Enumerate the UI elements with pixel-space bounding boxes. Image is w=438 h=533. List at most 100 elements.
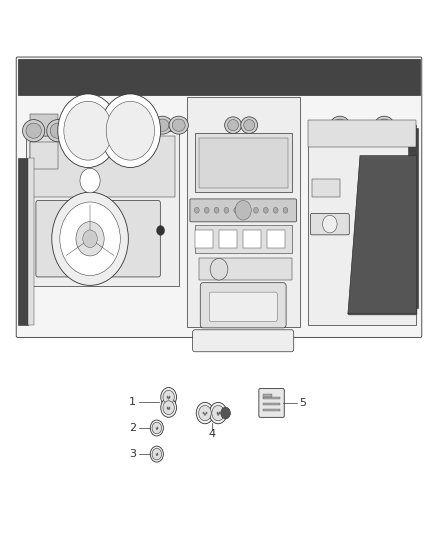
Bar [155, 427, 156, 429]
Circle shape [156, 454, 158, 456]
Bar [199, 138, 287, 188]
Bar [219, 230, 237, 248]
Ellipse shape [153, 116, 172, 134]
Circle shape [152, 422, 162, 434]
Circle shape [80, 168, 100, 193]
Circle shape [273, 207, 278, 213]
Ellipse shape [241, 117, 258, 133]
Bar [157, 453, 158, 455]
Circle shape [60, 202, 120, 276]
Ellipse shape [244, 119, 254, 131]
Circle shape [150, 446, 163, 462]
Bar [30, 136, 175, 197]
Circle shape [322, 215, 337, 233]
Circle shape [168, 408, 170, 410]
Circle shape [263, 207, 268, 213]
Bar [195, 230, 213, 248]
Text: 4: 4 [208, 430, 215, 439]
Bar [199, 258, 292, 280]
Circle shape [214, 207, 219, 213]
Ellipse shape [378, 119, 391, 131]
Circle shape [156, 225, 165, 236]
Circle shape [83, 230, 97, 248]
Bar [195, 225, 292, 253]
FancyBboxPatch shape [259, 389, 284, 417]
Circle shape [210, 259, 228, 280]
Bar [243, 230, 261, 248]
Bar [18, 59, 420, 95]
Bar [205, 412, 207, 414]
Ellipse shape [330, 116, 350, 134]
Text: 3: 3 [129, 449, 136, 459]
Text: 2: 2 [129, 423, 136, 433]
Ellipse shape [50, 123, 65, 138]
Bar [18, 158, 28, 325]
Bar [195, 133, 292, 192]
Bar [167, 396, 168, 398]
Circle shape [64, 101, 112, 160]
Ellipse shape [172, 119, 185, 131]
Circle shape [224, 207, 229, 213]
Ellipse shape [333, 119, 346, 131]
Ellipse shape [398, 121, 414, 140]
Circle shape [150, 420, 163, 436]
Bar [203, 412, 205, 414]
Circle shape [52, 192, 128, 285]
Circle shape [283, 207, 288, 213]
Circle shape [58, 94, 118, 167]
Bar [169, 396, 170, 398]
Circle shape [194, 207, 199, 213]
Bar [216, 412, 218, 414]
Bar [30, 142, 58, 169]
Polygon shape [348, 156, 417, 313]
Bar [408, 128, 418, 308]
Ellipse shape [23, 119, 45, 142]
FancyBboxPatch shape [190, 199, 297, 222]
Ellipse shape [225, 117, 242, 133]
Circle shape [244, 207, 248, 213]
Bar [157, 427, 158, 429]
Circle shape [163, 401, 174, 415]
Ellipse shape [228, 119, 239, 131]
Bar [167, 407, 168, 409]
Circle shape [254, 207, 258, 213]
Bar [219, 412, 220, 414]
Circle shape [196, 402, 214, 424]
Circle shape [76, 222, 104, 256]
Circle shape [156, 428, 158, 430]
Bar [263, 409, 280, 411]
Bar [187, 98, 300, 327]
FancyBboxPatch shape [193, 330, 294, 352]
FancyBboxPatch shape [16, 57, 422, 337]
Ellipse shape [374, 116, 394, 134]
Circle shape [168, 397, 170, 399]
Circle shape [100, 94, 161, 167]
Circle shape [161, 398, 177, 417]
Bar [267, 230, 286, 248]
Ellipse shape [26, 123, 41, 138]
Circle shape [217, 413, 219, 415]
Circle shape [152, 448, 162, 460]
Bar [307, 125, 417, 325]
Circle shape [209, 402, 227, 424]
Bar [307, 119, 417, 147]
Ellipse shape [47, 119, 69, 142]
Circle shape [161, 387, 177, 407]
Circle shape [163, 390, 174, 404]
Text: 1: 1 [129, 398, 136, 407]
Circle shape [234, 207, 239, 213]
Circle shape [199, 406, 211, 421]
Bar [25, 131, 179, 286]
Circle shape [212, 406, 224, 421]
Bar [30, 114, 58, 136]
Ellipse shape [169, 116, 188, 134]
Circle shape [106, 101, 155, 160]
Bar [155, 453, 156, 455]
Circle shape [204, 413, 206, 415]
Bar [169, 407, 170, 409]
FancyBboxPatch shape [200, 282, 286, 328]
Circle shape [235, 200, 251, 220]
Bar [312, 179, 340, 197]
Circle shape [221, 407, 230, 419]
Circle shape [204, 207, 209, 213]
